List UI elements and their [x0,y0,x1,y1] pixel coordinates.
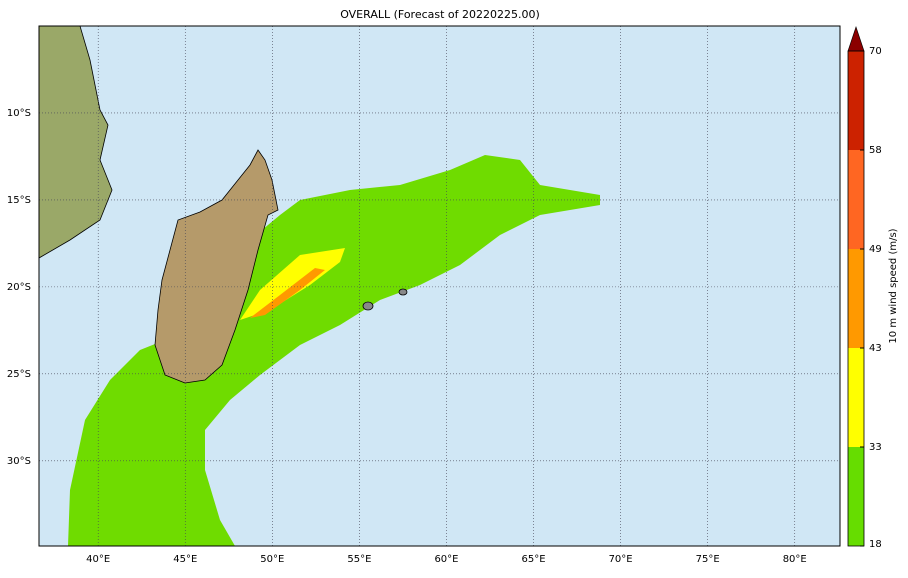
colorbar-frame [847,50,865,547]
wind-zone-orange [250,268,325,318]
colorbar-tick-label: 49 [869,244,882,255]
colorbar-tick-label: 58 [869,145,882,156]
colorbar-segment [848,150,864,249]
lat-tick-label: 25°S [7,369,31,380]
lon-tick-label: 55°E [347,554,371,565]
wind-zone-yellow [240,248,345,320]
colorbar: 18 33 43 49 58 70 [847,26,882,550]
lon-tick-label: 65°E [522,554,546,565]
lat-tick-label: 20°S [7,282,31,293]
graticule: 40°E 45°E 50°E 55°E 60°E 65°E 70°E 75°E 80°E 10°S… [7,26,840,565]
wind-zone-green [68,155,600,546]
lon-tick-label: 80°E [783,554,807,565]
lat-tick-label: 10°S [7,108,31,119]
lon-tick-label: 75°E [696,554,720,565]
madagascar [154,149,279,384]
colorbar-tick-label: 70 [869,46,882,57]
colorbar-tick-label: 43 [869,343,882,354]
colorbar-segment [848,447,864,546]
colorbar-tick-label: 18 [869,539,882,550]
colorbar-label: 10 m wind speed (m/s) [888,228,899,343]
map-title: OVERALL (Forecast of 20220225.00) [340,8,540,21]
colorbar-segment [848,249,864,348]
lat-tick-label: 30°S [7,456,31,467]
mauritius [398,288,408,296]
colorbar-segment [848,51,864,150]
lat-tick-label: 15°S [7,195,31,206]
map-frame [38,25,841,547]
reunion [362,301,374,311]
colorbar-segment [848,348,864,447]
lon-tick-label: 60°E [434,554,458,565]
lon-tick-label: 70°E [609,554,633,565]
lon-tick-label: 40°E [86,554,110,565]
lon-tick-label: 50°E [260,554,284,565]
lon-tick-label: 45°E [173,554,197,565]
colorbar-tick-label: 33 [869,442,882,453]
colorbar-extend [847,26,865,52]
